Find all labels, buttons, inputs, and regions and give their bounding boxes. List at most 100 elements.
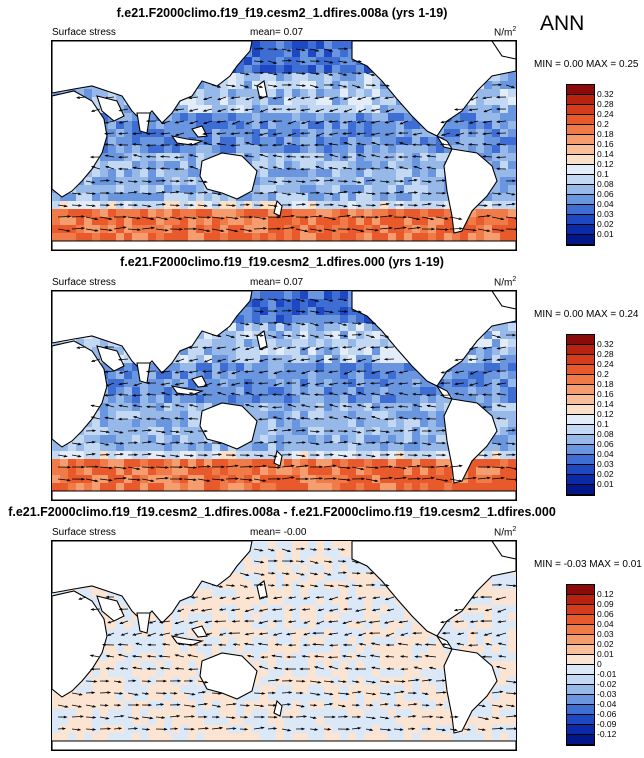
colorbar-swatch (567, 345, 594, 355)
colorbar-tick-label: 0.2 (597, 119, 609, 129)
colorbar-swatch (567, 435, 594, 445)
colorbar-tick-label: 0.09 (597, 599, 614, 609)
colorbar-tick-label: 0.04 (597, 619, 614, 629)
colorbar-tick-label: -0.03 (597, 689, 617, 699)
colorbar-tick-label: 0.24 (597, 359, 614, 369)
colorbar-tick-label: 0.03 (597, 459, 614, 469)
contour-map (52, 541, 516, 750)
colorbar-swatch (567, 215, 594, 225)
colorbar-tick-label: 0.04 (597, 199, 614, 209)
colorbar-tick-label: 0.08 (597, 429, 614, 439)
coastlines (52, 541, 516, 750)
colorbar-tick-label: 0.28 (597, 99, 614, 109)
colorbar-swatch (567, 605, 594, 615)
panel-minmax: MIN = -0.03 MAX = 0.01 (534, 559, 642, 570)
map-field (51, 540, 517, 751)
colorbar-tick-label: -0.09 (597, 719, 617, 729)
colorbar-tick-label: 0.1 (597, 169, 609, 179)
colorbar-tick-label: 0.02 (597, 219, 614, 229)
colorbar-swatch (567, 385, 594, 395)
colorbar-swatch (567, 725, 594, 735)
colorbar-swatch (567, 675, 594, 685)
colorbar-swatch (567, 705, 594, 715)
colorbar-swatch (567, 95, 594, 105)
colorbar-tick-label: 0.28 (597, 349, 614, 359)
colorbar-swatch (567, 465, 594, 475)
colorbar-tick-label: 0.04 (597, 449, 614, 459)
colorbar-tick-label: 0.12 (597, 159, 614, 169)
panel-left-label: Surface stress (52, 277, 116, 288)
colorbar-tick-label: 0.01 (597, 649, 614, 659)
colorbar-tick-label: 0.06 (597, 189, 614, 199)
colorbar-tick-label: 0.03 (597, 209, 614, 219)
colorbar-swatch (567, 615, 594, 625)
map-field (51, 290, 517, 501)
colorbar-swatch (567, 695, 594, 705)
panel-title: f.e21.F2000climo.f19_f19.cesm2_1.dfires.… (120, 255, 444, 269)
panel-mean-label: mean= -0.00 (250, 527, 307, 538)
colorbar-swatch (567, 665, 594, 675)
colorbar-swatch (567, 335, 594, 345)
colorbar-swatch (567, 175, 594, 185)
contour-map (52, 291, 516, 500)
colorbar-swatch (567, 715, 594, 725)
stress-vectors (57, 547, 516, 732)
panel-minmax: MIN = 0.00 MAX = 0.24 (534, 309, 639, 320)
colorbar-swatch (567, 105, 594, 115)
colorbar-tick-label: 0.24 (597, 109, 614, 119)
colorbar-tick-label: 0.14 (597, 399, 614, 409)
colorbar-tick-label: -0.12 (597, 729, 617, 739)
colorbar-swatch (567, 185, 594, 195)
colorbar-swatch (567, 475, 594, 485)
colorbar-swatch (567, 205, 594, 215)
colorbar-tick-label: 0 (597, 659, 602, 669)
colorbar-swatch (567, 355, 594, 365)
colorbar-tick-label: 0.06 (597, 609, 614, 619)
colorbar-swatch (567, 125, 594, 135)
colorbar-tick-label: 0.16 (597, 139, 614, 149)
colorbar-swatch (567, 445, 594, 455)
coastlines (52, 291, 516, 500)
contour-map (52, 41, 516, 250)
colorbar-tick-label: 0.12 (597, 589, 614, 599)
colorbar-tick-label: 0.12 (597, 409, 614, 419)
colorbar-tick-label: 0.1 (597, 419, 609, 429)
colorbar-swatch (567, 595, 594, 605)
map-field (51, 40, 517, 251)
colorbar-tick-label: 0.2 (597, 369, 609, 379)
colorbar-tick-label: 0.16 (597, 389, 614, 399)
colorbar (566, 334, 595, 496)
colorbar-tick-label: 0.03 (597, 629, 614, 639)
colorbar-tick-label: 0.32 (597, 339, 614, 349)
colorbar (566, 584, 595, 746)
colorbar-tick-label: 0.08 (597, 179, 614, 189)
colorbar-swatch (567, 165, 594, 175)
colorbar-tick-label: 0.18 (597, 129, 614, 139)
colorbar-tick-label: 0.14 (597, 149, 614, 159)
panel-units: N/m2 (494, 276, 517, 289)
colorbar-swatch (567, 395, 594, 405)
panel-mean-label: mean= 0.07 (250, 27, 304, 38)
colorbar-swatch (567, 145, 594, 155)
colorbar-swatch (567, 405, 594, 415)
panel-title: f.e21.F2000climo.f19_f19.cesm2_1.dfires.… (8, 505, 556, 519)
colorbar-tick-label: 0.01 (597, 479, 614, 489)
colorbar-swatch (567, 365, 594, 375)
panel-units: N/m2 (494, 26, 517, 39)
colorbar-swatch (567, 425, 594, 435)
colorbar-swatch (567, 735, 594, 745)
colorbar-swatch (567, 685, 594, 695)
colorbar-swatch (567, 85, 594, 95)
stress-vectors (57, 298, 516, 482)
colorbar-swatch (567, 415, 594, 425)
colorbar-tick-label: 0.02 (597, 469, 614, 479)
colorbar-swatch (567, 585, 594, 595)
colorbar-swatch (567, 635, 594, 645)
colorbar-tick-label: -0.02 (597, 679, 617, 689)
colorbar-swatch (567, 625, 594, 635)
colorbar-tick-label: -0.04 (597, 699, 617, 709)
colorbar-swatch (567, 235, 594, 245)
colorbar-swatch (567, 645, 594, 655)
colorbar-swatch (567, 485, 594, 495)
colorbar-tick-label: 0.32 (597, 89, 614, 99)
